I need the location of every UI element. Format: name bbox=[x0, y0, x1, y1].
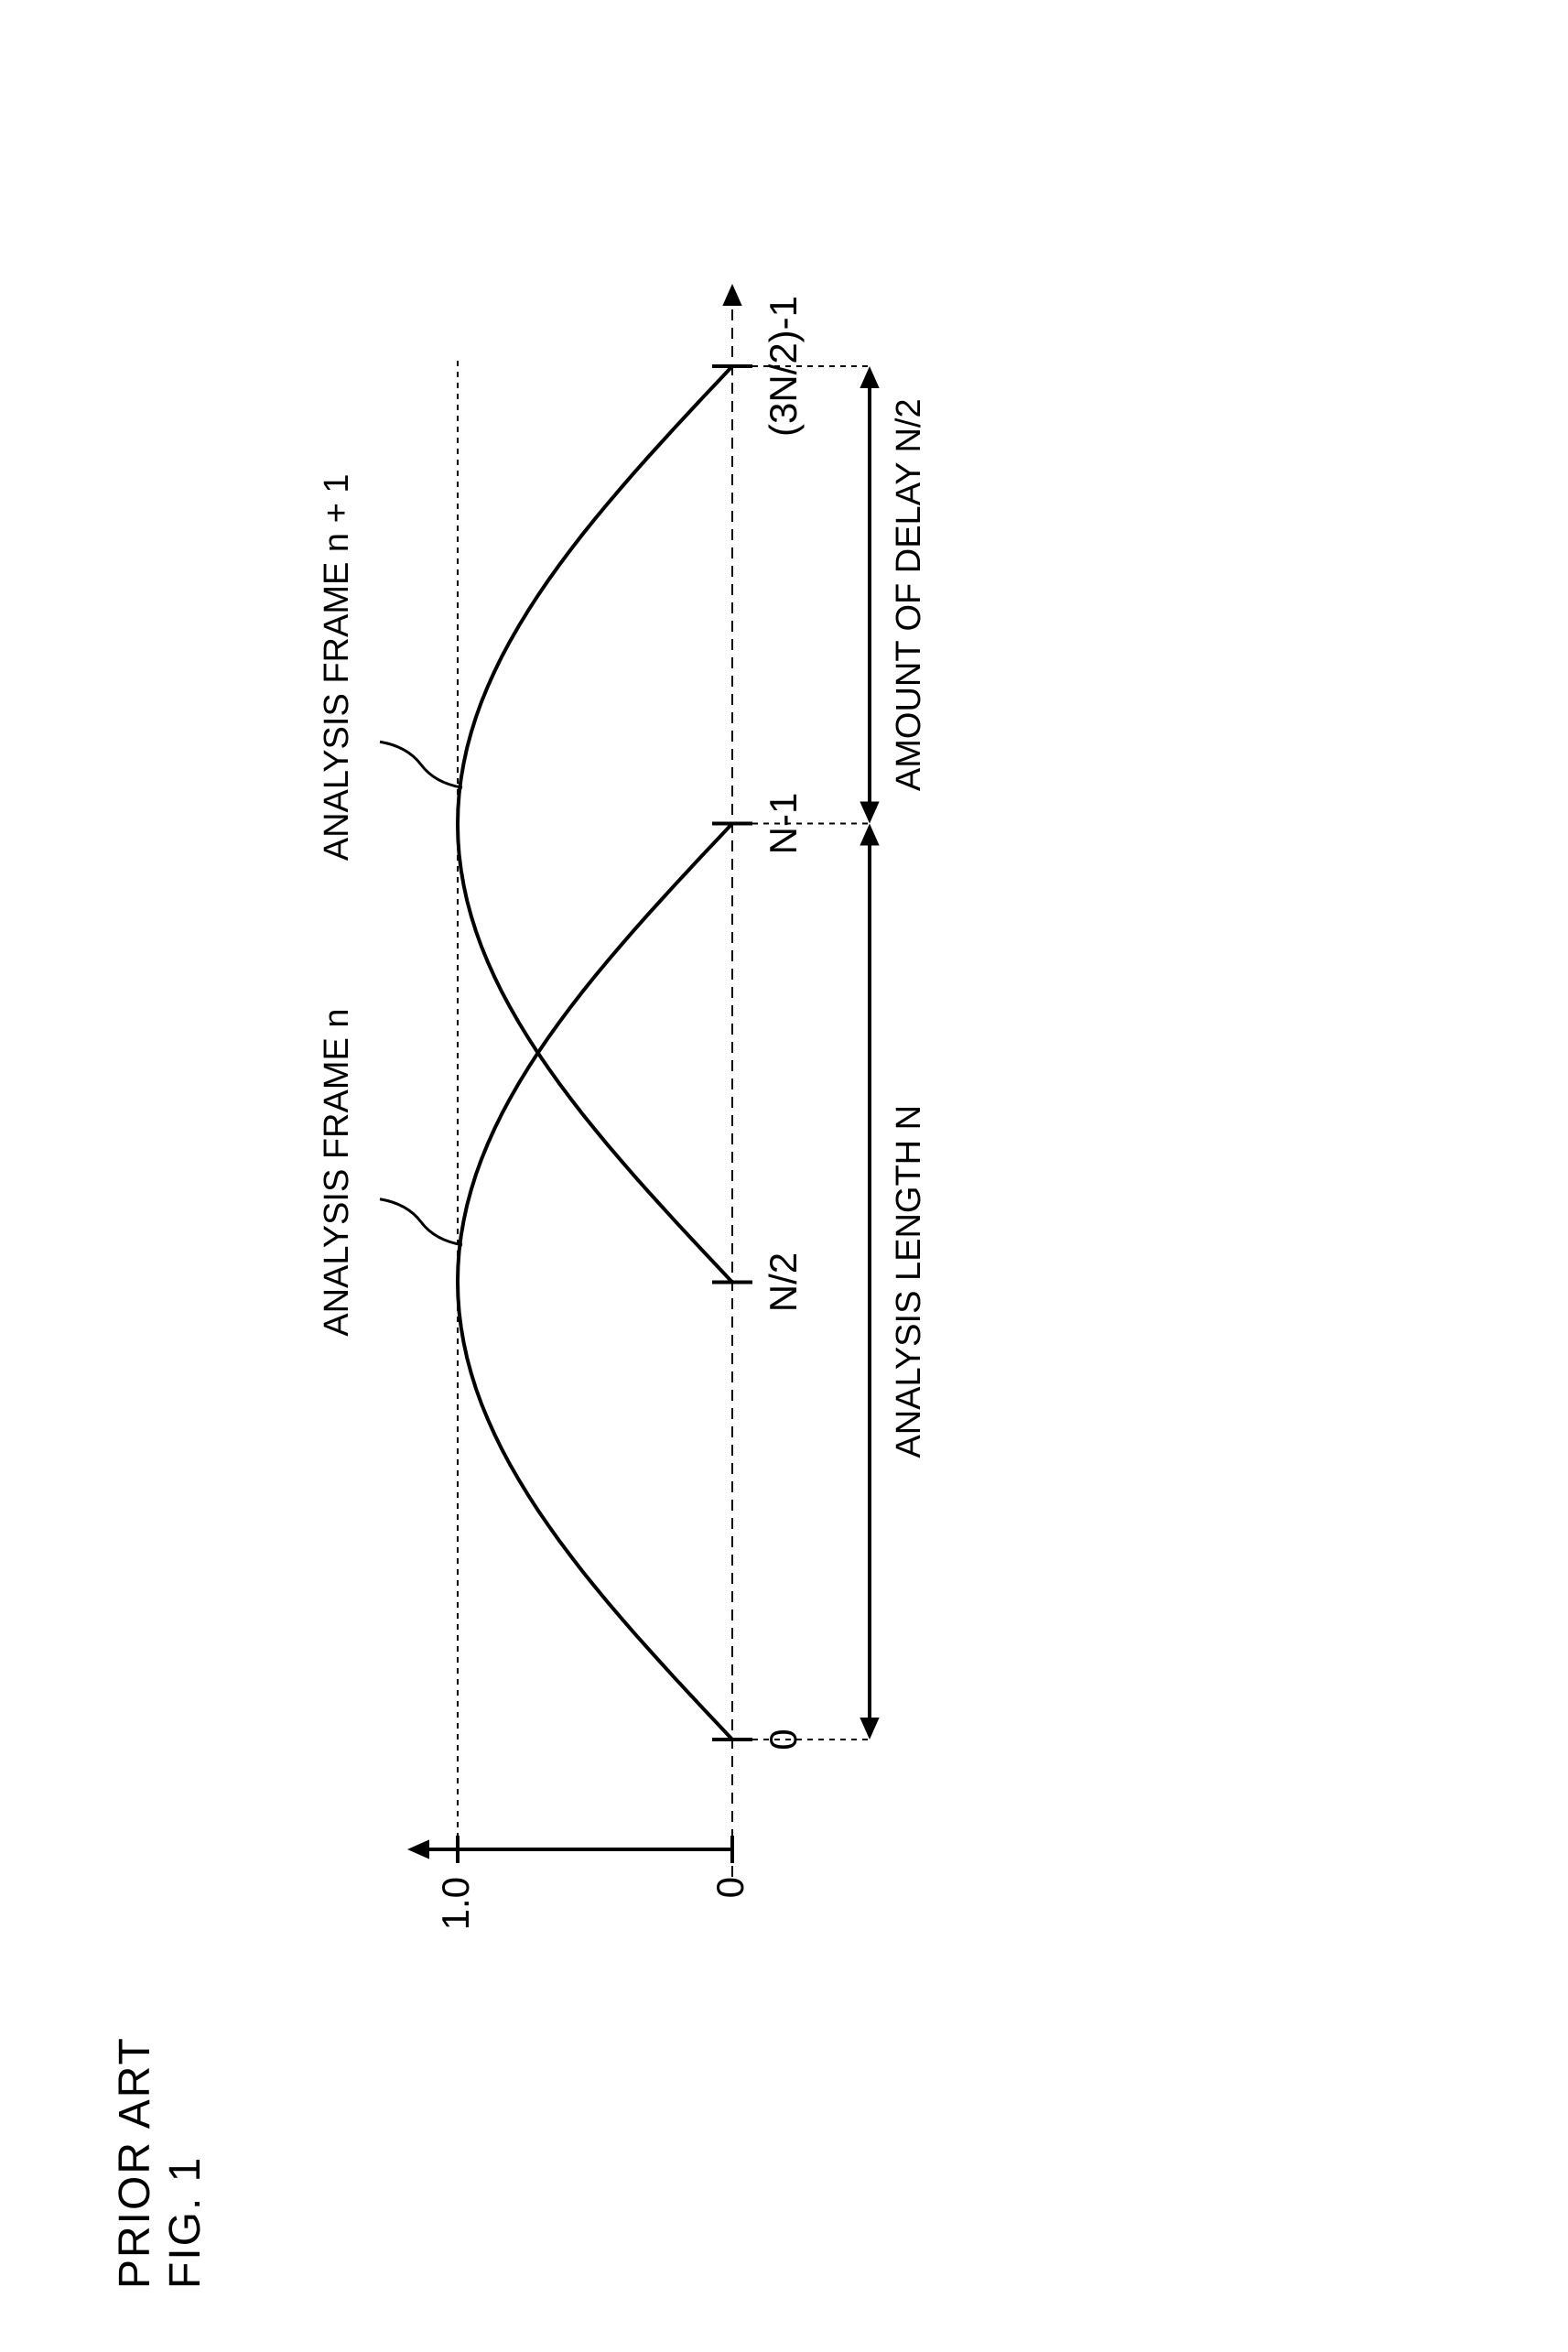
diagram-container: 1.000N/2N-1(3N/2)-1ANALYSIS FRAME nANALY… bbox=[92, 183, 1373, 2014]
frame-n1-curve bbox=[458, 366, 732, 1283]
y-min-label: 0 bbox=[708, 1877, 752, 1898]
amount-delay-label: AMOUNT OF DELAY N/2 bbox=[890, 398, 928, 791]
analysis-length-label: ANALYSIS LENGTH N bbox=[890, 1105, 928, 1458]
prior-art-text: PRIOR ART bbox=[110, 2036, 160, 2289]
frame-n-curve bbox=[458, 824, 732, 1740]
y-max-label: 1.0 bbox=[434, 1877, 477, 1930]
chart-svg: 1.000N/2N-1(3N/2)-1ANALYSIS FRAME nANALY… bbox=[92, 183, 1373, 2014]
x-tick-label: N/2 bbox=[762, 1252, 805, 1312]
frame-n1-label: ANALYSIS FRAME n + 1 bbox=[318, 474, 356, 862]
figure-number-text: FIG. 1 bbox=[160, 2036, 211, 2289]
figure-label: PRIOR ART FIG. 1 bbox=[110, 2036, 211, 2289]
frame-n-label: ANALYSIS FRAME n bbox=[318, 1008, 356, 1336]
